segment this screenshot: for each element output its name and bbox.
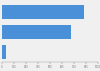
Bar [2, 45, 6, 59]
Bar [2, 25, 71, 39]
Bar [2, 5, 84, 19]
